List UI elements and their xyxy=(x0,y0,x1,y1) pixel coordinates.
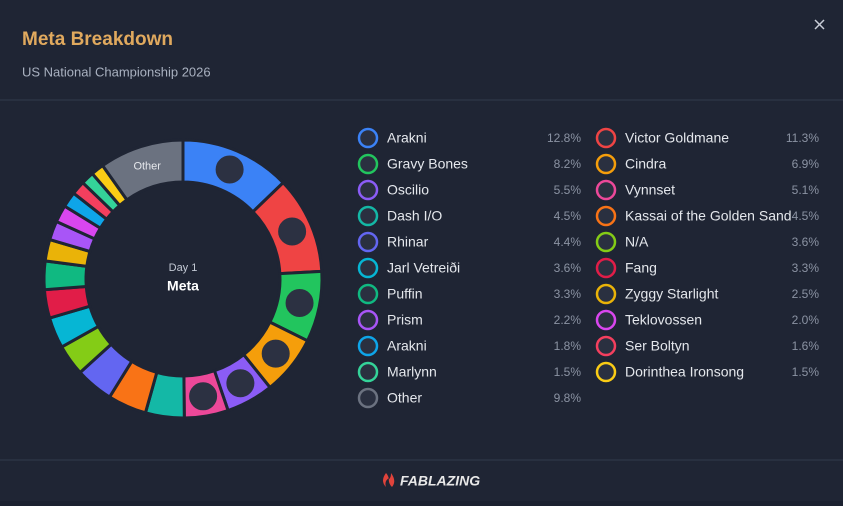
legend-icon xyxy=(595,127,617,149)
legend-label: Jarl Vetreiði xyxy=(387,260,460,276)
legend-icon xyxy=(357,361,379,383)
legend-value: 3.6% xyxy=(792,235,820,249)
legend-icon xyxy=(357,231,379,253)
slice-label: Other xyxy=(133,160,161,172)
subtitle: US National Championship 2026 xyxy=(22,64,211,79)
legend-icon xyxy=(595,153,617,175)
legend-value: 3.3% xyxy=(792,261,820,275)
legend-label: Dorinthea Ironsong xyxy=(625,364,744,380)
legend-value: 3.6% xyxy=(554,261,582,275)
legend-value: 2.0% xyxy=(792,313,820,327)
title: Meta Breakdown xyxy=(22,29,173,50)
close-button[interactable] xyxy=(814,19,825,30)
legend-label: Vynnset xyxy=(625,182,675,198)
legend-icon xyxy=(357,153,379,175)
legend-icon xyxy=(595,257,617,279)
legend-value: 8.2% xyxy=(554,157,582,171)
brand-logo xyxy=(383,473,395,487)
legend-icon xyxy=(357,335,379,357)
legend-value: 6.9% xyxy=(792,157,820,171)
legend-value: 5.5% xyxy=(554,183,582,197)
legend-value: 1.8% xyxy=(554,339,582,353)
legend-label: Rhinar xyxy=(387,234,429,250)
legend-label: Gravy Bones xyxy=(387,156,468,172)
legend-icon xyxy=(357,309,379,331)
legend-value: 2.2% xyxy=(554,313,582,327)
legend-label: Cindra xyxy=(625,156,666,172)
legend-label: Arakni xyxy=(387,338,427,354)
legend-icon xyxy=(595,309,617,331)
legend-label: Prism xyxy=(387,312,423,328)
legend-icon xyxy=(595,179,617,201)
legend-value: 12.8% xyxy=(547,131,581,145)
avatar xyxy=(283,286,316,319)
legend-icon xyxy=(357,257,379,279)
legend-value: 9.8% xyxy=(554,391,582,405)
legend-icon xyxy=(357,205,379,227)
legend-label: Oscilio xyxy=(387,182,429,198)
legend-label: Other xyxy=(387,390,422,406)
legend-label: Ser Boltyn xyxy=(625,338,690,354)
legend-label: Dash I/O xyxy=(387,208,442,224)
legend-label: Arakni xyxy=(387,130,427,146)
legend-value: 2.5% xyxy=(792,287,820,301)
avatar xyxy=(213,153,246,186)
legend-label: Puffin xyxy=(387,286,423,302)
avatar xyxy=(187,380,220,413)
legend-icon xyxy=(595,283,617,305)
legend-icon xyxy=(357,283,379,305)
legend-icon xyxy=(595,205,617,227)
legend-icon xyxy=(357,127,379,149)
legend-value: 1.6% xyxy=(792,339,820,353)
legend-value: 3.3% xyxy=(554,287,582,301)
legend-value: 5.1% xyxy=(792,183,820,197)
legend-icon xyxy=(357,179,379,201)
center-sub: Day 1 xyxy=(169,262,198,274)
legend-value: 4.4% xyxy=(554,235,582,249)
legend-icon xyxy=(595,231,617,253)
legend-icon xyxy=(357,387,379,409)
legend-label: Teklovossen xyxy=(625,312,702,328)
center-main: Meta xyxy=(167,278,199,294)
legend-label: Kassai of the Golden Sand xyxy=(625,208,792,224)
avatar xyxy=(276,215,309,248)
legend-label: Zyggy Starlight xyxy=(625,286,718,302)
avatar xyxy=(224,367,257,400)
legend-label: N/A xyxy=(625,234,649,250)
slice xyxy=(100,138,185,202)
legend-label: Marlynn xyxy=(387,364,437,380)
avatar xyxy=(259,337,292,370)
legend-value: 1.5% xyxy=(792,365,820,379)
legend-value: 4.5% xyxy=(554,209,582,223)
legend-value: 4.5% xyxy=(792,209,820,223)
legend-value: 11.3% xyxy=(786,131,819,145)
legend-label: Victor Goldmane xyxy=(625,130,729,146)
legend-value: 1.5% xyxy=(554,365,582,379)
legend-icon xyxy=(595,361,617,383)
legend-icon xyxy=(595,335,617,357)
legend-label: Fang xyxy=(625,260,657,276)
brand: FABLAZING xyxy=(400,473,480,489)
